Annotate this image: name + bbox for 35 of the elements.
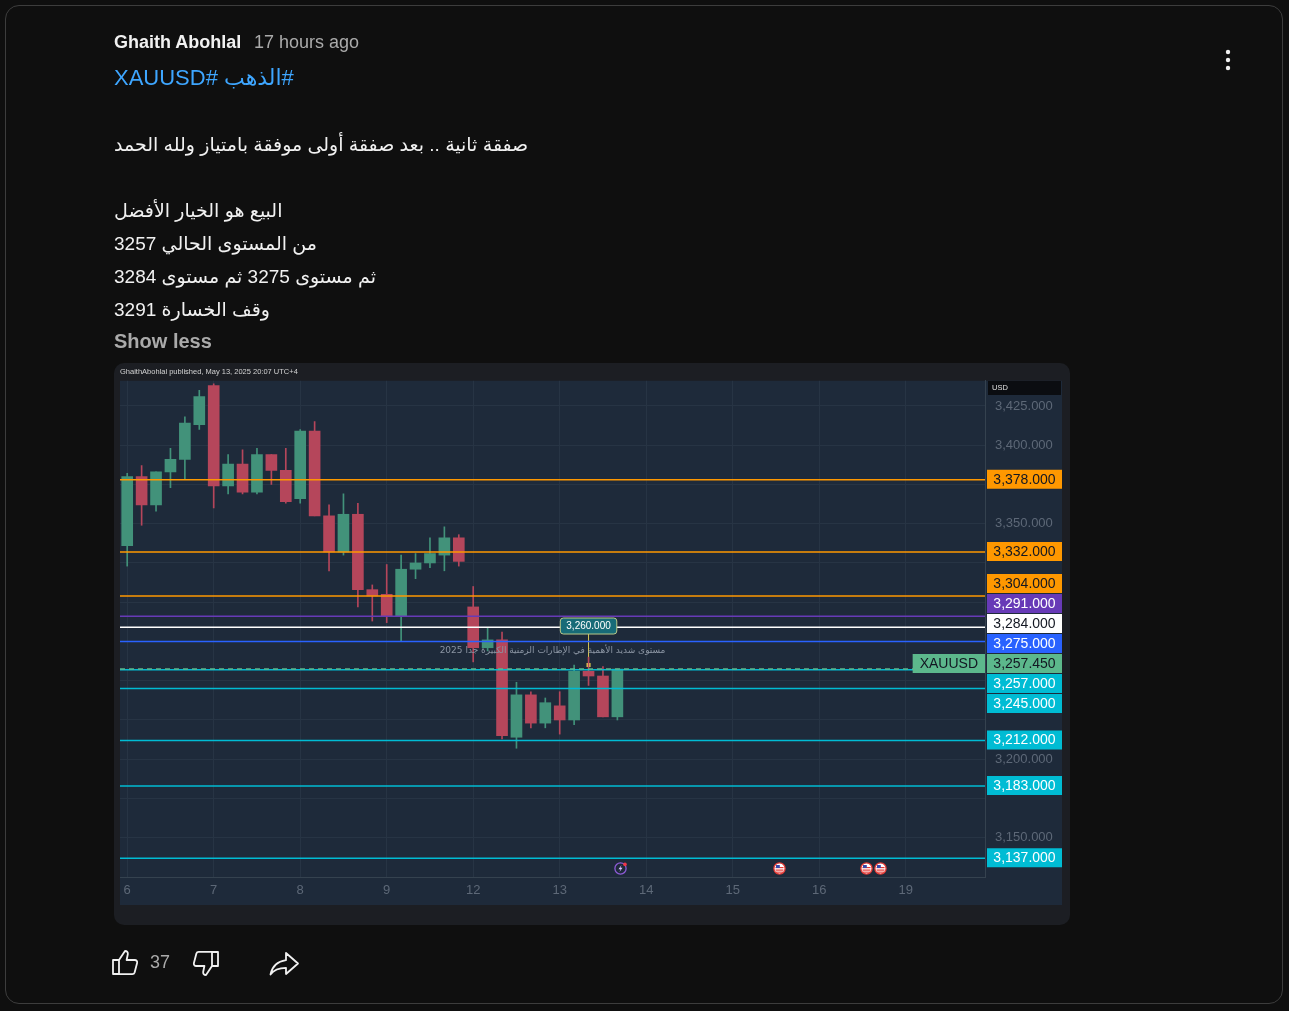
y-tick-label: 3,400.000 <box>995 436 1053 452</box>
x-tick-label: 16 <box>811 882 827 898</box>
x-tick-label: 9 <box>383 882 391 898</box>
x-tick-label: 7 <box>210 882 218 898</box>
x-tick-label: 8 <box>296 882 304 898</box>
ref-line-label: 3,304.000 <box>993 574 1056 591</box>
x-tick-label: 19 <box>898 882 913 898</box>
text: Show less <box>114 330 212 353</box>
y-tick-label: 3,150.000 <box>995 829 1053 845</box>
x-tick-label: 13 <box>552 882 567 898</box>
ref-line-label: 3,284.000 <box>993 614 1056 631</box>
ref-line-label: 3,183.000 <box>993 776 1056 793</box>
text: Ghaith Abohlal <box>114 32 242 53</box>
ref-line-label: 3,257.000 <box>993 674 1056 691</box>
ref-line-label: 3,275.000 <box>993 634 1056 651</box>
y-tick-label: 3,200.000 <box>995 750 1053 766</box>
ref-line-label: 3,137.000 <box>993 849 1056 866</box>
ref-line-label: 3,212.000 <box>993 731 1056 748</box>
ref-line-label: 3,332.000 <box>993 542 1056 559</box>
ref-line-label: 3,245.000 <box>993 694 1056 711</box>
annotation: 3,260.000 <box>566 620 612 632</box>
x-tick-label: 6 <box>123 882 131 898</box>
text: 37 <box>150 952 171 973</box>
ref-line-label: 3,257.450 <box>993 654 1056 671</box>
ref-line-label: 3,378.000 <box>993 470 1056 487</box>
text: صفقة ثانية .. بعد صفقة أولى موفقة بامتياز ولله الحمد البيع هو الخيار الأفضل من المستوى الحالي 3257 ثم مستوى 3275 ثم مستوى 3284 وقف الخسارة 3291 <box>114 134 529 320</box>
y-tick-label: 3,350.000 <box>995 515 1053 531</box>
annotation: XAUUSD <box>919 654 979 671</box>
chart-title: #الذهب #XAUUSD <box>114 65 294 91</box>
y-tick-label: 3,425.000 <box>995 397 1053 413</box>
x-tick-label: 12 <box>465 882 481 898</box>
ref-line-label: 3,291.000 <box>993 594 1056 611</box>
text: 17 hours ago <box>254 32 360 53</box>
x-tick-label: 15 <box>725 882 740 898</box>
x-tick-label: 14 <box>638 882 654 898</box>
